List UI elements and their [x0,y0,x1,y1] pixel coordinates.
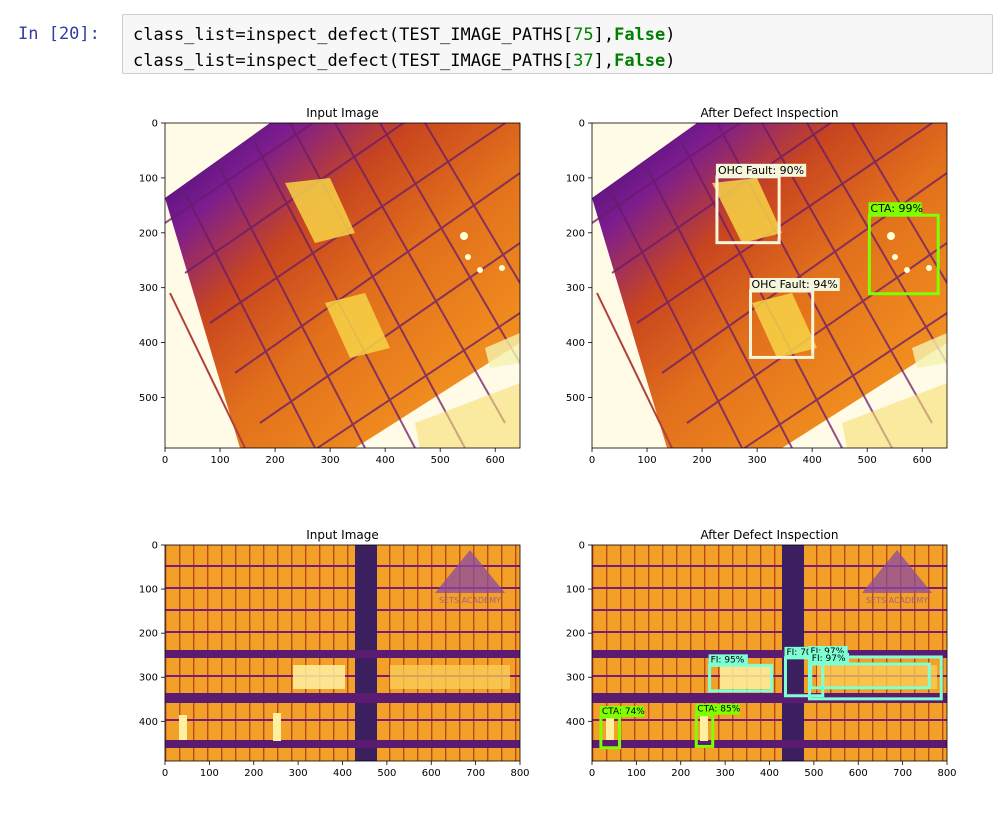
x-tick-label: 700 [893,768,912,779]
x-tick-label: 500 [431,455,450,466]
chart-title: Input Image [306,528,378,542]
y-tick-label: 300 [566,283,585,294]
y-tick-label: 0 [579,541,585,552]
panel-top-right [592,123,947,448]
y-tick-label: 200 [566,629,585,640]
chart-axes-3: After Defect Inspection 0 100 200 300 400 500 6… [566,528,957,779]
code-line-1: class_list=inspect_defect(TEST_IMAGE_PAT… [133,25,676,45]
x-tick-label: 800 [510,768,529,779]
x-tick-label: 700 [466,768,485,779]
x-tick-label: 0 [162,768,168,779]
detection-label: FI: 70% [786,648,820,658]
axes-frame [591,122,948,449]
x-tick-label: 100 [210,455,229,466]
x-tick-label: 600 [486,455,505,466]
detection-label-bg [808,645,848,657]
detection-label: FI: 95% [711,655,745,665]
x-tick-label: 800 [937,768,956,779]
detection-label: CTA: 99% [870,202,923,215]
x-tick-label: 100 [200,768,219,779]
y-tick-label: 200 [139,629,158,640]
detection-label-bg [868,202,922,216]
chart-axes-1: After Defect Inspection 0 100 200 300 400 500 6… [566,106,948,466]
x-tick-label: 200 [244,768,263,779]
svg-text:SETS ACADEMY: SETS ACADEMY [439,596,501,605]
x-tick-label: 0 [162,455,168,466]
chart-axes-2: Input Image 0 100 200 300 400 500 600 700 800 0 100… [139,528,530,779]
x-tick-label: 500 [858,455,877,466]
code-cell-input[interactable]: class_list=inspect_defect(TEST_IMAGE_PAT… [122,14,993,74]
detection-box [809,662,931,690]
detection-label-bg [749,277,840,291]
panel-top-left [165,123,520,448]
watermark-logo: SETS ACADEMY [435,550,505,605]
chart-axes-0: Input Image 0 100 200 300 400 500 600 0 100 200 300… [139,106,521,466]
y-tick-label: 0 [579,119,585,130]
y-tick-label: 100 [139,585,158,596]
cell-prompt: In [20]: [18,24,100,44]
x-tick-label: 600 [849,768,868,779]
y-tick-label: 100 [139,173,158,184]
x-tick-label: 200 [266,455,285,466]
y-tick-label: 400 [566,717,585,728]
chart-title: Input Image [306,106,378,120]
detection-label: OHC Fault: 90% [718,164,804,177]
x-tick-label: 600 [913,455,932,466]
y-tick-label: 300 [566,673,585,684]
detection-label-bg [599,705,645,717]
x-tick-label: 200 [693,455,712,466]
x-tick-label: 300 [289,768,308,779]
x-tick-label: 300 [748,455,767,466]
y-tick-label: 400 [139,717,158,728]
y-tick-label: 200 [139,228,158,239]
watermark-logo: SETS ACADEMY [862,550,932,605]
detection-label: FI: 97% [810,647,844,657]
y-tick-label: 500 [566,393,585,404]
x-tick-label: 400 [760,768,779,779]
axes-frame [164,122,521,449]
x-tick-label: 600 [422,768,441,779]
x-tick-label: 500 [377,768,396,779]
x-tick-label: 200 [671,768,690,779]
x-tick-label: 500 [804,768,823,779]
detection-label: CTA: 74% [602,707,645,717]
panel-bottom-right: SETS ACADEMY [592,545,947,761]
y-tick-label: 300 [139,283,158,294]
y-tick-label: 200 [566,228,585,239]
svg-text:SETS ACADEMY: SETS ACADEMY [866,596,928,605]
code-line-2: class_list=inspect_defect(TEST_IMAGE_PAT… [133,51,676,71]
x-tick-label: 400 [803,455,822,466]
detection-label-bg [809,653,850,665]
thermal-image-solar-array [165,123,520,448]
y-tick-label: 100 [566,173,585,184]
detection-label-bg [695,703,740,715]
x-tick-label: 400 [376,455,395,466]
panel-bottom-left: SETS ACADEMY [165,545,520,761]
y-tick-label: 0 [152,541,158,552]
detection-label-bg [784,646,824,658]
x-tick-label: 0 [589,455,595,466]
y-tick-label: 400 [139,338,158,349]
detection-label-bg [708,654,748,666]
detection-label: FI: 97% [812,654,846,664]
chart-title: After Defect Inspection [701,528,839,542]
y-tick-label: 100 [566,585,585,596]
x-tick-label: 0 [589,768,595,779]
x-tick-label: 300 [321,455,340,466]
x-tick-label: 400 [333,768,352,779]
y-tick-label: 500 [139,393,158,404]
detection-label-bg [715,163,807,177]
y-tick-label: 0 [152,119,158,130]
detection-label: CTA: 85% [697,705,740,715]
chart-title: After Defect Inspection [701,106,839,120]
x-tick-label: 100 [627,768,646,779]
detection-label: OHC Fault: 94% [752,278,838,291]
x-tick-label: 300 [716,768,735,779]
y-tick-label: 400 [566,338,585,349]
x-tick-label: 100 [637,455,656,466]
y-tick-label: 300 [139,673,158,684]
